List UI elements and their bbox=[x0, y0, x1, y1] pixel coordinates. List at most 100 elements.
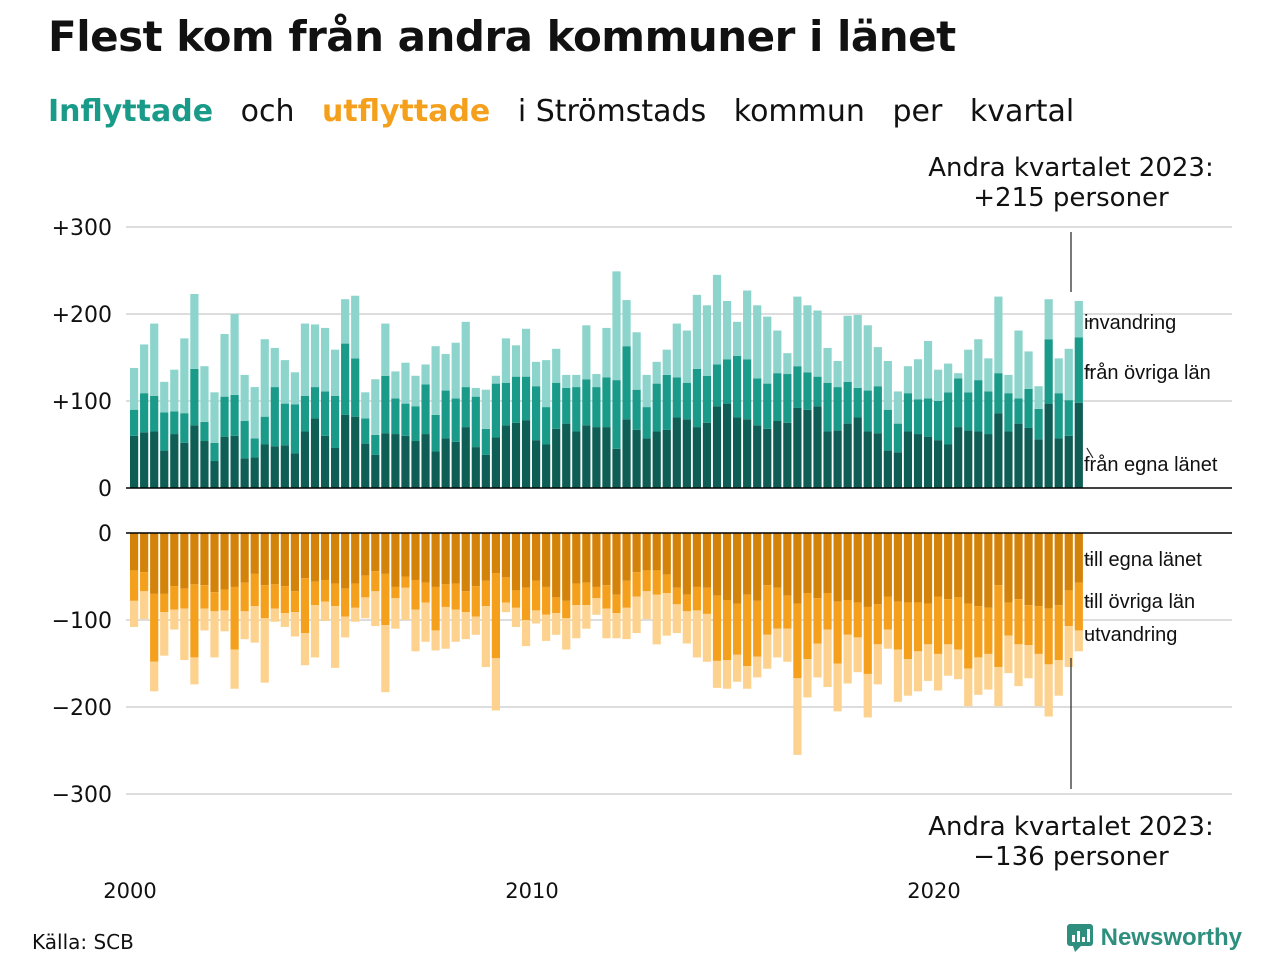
bar-outflow-segment bbox=[843, 599, 852, 635]
series-label: invandring bbox=[1084, 312, 1176, 334]
bar-outflow-segment bbox=[873, 604, 882, 645]
bar-inflow-segment bbox=[642, 407, 651, 439]
bar-inflow-segment bbox=[361, 443, 370, 488]
bar-outflow-segment bbox=[421, 533, 430, 583]
bar-inflow-segment bbox=[692, 368, 701, 428]
bar-inflow-segment bbox=[331, 395, 340, 448]
bar-inflow-segment bbox=[310, 418, 320, 488]
bar-outflow-segment bbox=[552, 597, 561, 614]
bar-outflow-segment bbox=[642, 533, 651, 571]
chart-title: Flest kom från andra kommuner i länet bbox=[48, 12, 956, 61]
annotation-outflow-line1: Andra kvartalet 2023: bbox=[928, 812, 1213, 842]
bar-inflow-segment bbox=[913, 359, 923, 400]
bar-inflow-segment bbox=[873, 433, 882, 488]
bar-inflow-segment bbox=[642, 438, 651, 488]
bar-inflow-segment bbox=[481, 389, 490, 429]
bar-inflow-segment bbox=[702, 375, 712, 423]
bar-inflow-segment bbox=[934, 401, 943, 441]
bar-inflow-segment bbox=[562, 387, 571, 424]
bar-inflow-segment bbox=[320, 435, 330, 488]
bar-inflow-segment bbox=[341, 299, 350, 344]
bar-outflow-segment bbox=[501, 577, 511, 603]
bar-inflow-segment bbox=[431, 346, 440, 415]
bar-outflow-segment bbox=[813, 643, 822, 678]
bar-outflow-segment bbox=[140, 572, 149, 592]
bar-inflow-segment bbox=[240, 421, 249, 459]
bar-inflow-segment bbox=[1074, 337, 1083, 403]
bar-inflow-segment bbox=[220, 334, 229, 397]
bar-inflow-segment bbox=[612, 380, 621, 449]
bar-inflow-segment bbox=[341, 414, 350, 488]
bar-inflow-segment bbox=[1014, 423, 1023, 488]
bar-inflow-segment bbox=[622, 419, 631, 488]
bar-outflow-segment bbox=[220, 610, 229, 632]
bar-inflow-segment bbox=[491, 437, 500, 488]
bar-outflow-segment bbox=[863, 533, 872, 607]
bar-inflow-segment bbox=[1024, 388, 1033, 428]
bar-outflow-segment bbox=[130, 570, 139, 601]
bar-outflow-segment bbox=[803, 659, 812, 698]
bar-inflow-segment bbox=[140, 393, 149, 433]
bar-outflow-segment bbox=[843, 533, 852, 600]
bar-inflow-segment bbox=[632, 389, 641, 430]
bar-outflow-segment bbox=[150, 593, 159, 662]
bar-outflow-segment bbox=[441, 584, 450, 607]
bar-outflow-segment bbox=[230, 533, 239, 587]
bar-inflow-segment bbox=[833, 430, 842, 488]
bar-inflow-segment bbox=[944, 444, 953, 488]
bar-outflow-segment bbox=[692, 610, 701, 658]
bar-outflow-segment bbox=[220, 533, 229, 590]
bar-outflow-segment bbox=[883, 533, 892, 597]
bar-outflow-segment bbox=[753, 533, 762, 601]
bar-outflow-segment bbox=[913, 533, 923, 603]
bar-outflow-segment bbox=[351, 533, 360, 584]
bar-inflow-segment bbox=[441, 354, 450, 391]
bar-inflow-segment bbox=[672, 323, 681, 378]
bar-outflow-segment bbox=[582, 582, 591, 606]
bar-inflow-segment bbox=[662, 429, 671, 488]
bar-outflow-segment bbox=[160, 612, 169, 656]
bar-inflow-segment bbox=[160, 412, 169, 451]
bar-inflow-segment bbox=[562, 423, 571, 488]
series-label: från egna länet bbox=[1084, 454, 1218, 476]
bar-outflow-segment bbox=[1054, 533, 1063, 606]
bar-outflow-segment bbox=[431, 533, 440, 587]
bar-inflow-segment bbox=[1064, 435, 1073, 488]
bar-inflow-segment bbox=[280, 445, 289, 488]
annotation-inflow-line1: Andra kvartalet 2023: bbox=[928, 153, 1213, 183]
bar-inflow-segment bbox=[923, 340, 933, 399]
bar-outflow-segment bbox=[702, 613, 712, 662]
bar-inflow-segment bbox=[532, 440, 541, 488]
bar-inflow-segment bbox=[260, 339, 269, 417]
bar-inflow-segment bbox=[954, 373, 963, 379]
bar-inflow-segment bbox=[532, 386, 541, 441]
bar-outflow-segment bbox=[441, 533, 450, 585]
bar-inflow-segment bbox=[733, 355, 742, 418]
bar-outflow-segment bbox=[1024, 645, 1033, 679]
bar-outflow-segment bbox=[491, 573, 500, 659]
bar-outflow-segment bbox=[391, 533, 400, 587]
bar-inflow-segment bbox=[381, 375, 390, 434]
bar-inflow-segment bbox=[150, 431, 159, 488]
bar-outflow-segment bbox=[461, 533, 470, 592]
bar-outflow-segment bbox=[421, 582, 430, 603]
bar-inflow-segment bbox=[783, 374, 792, 423]
bar-inflow-segment bbox=[843, 423, 852, 488]
bar-outflow-segment bbox=[733, 603, 742, 655]
bar-outflow-segment bbox=[913, 602, 923, 652]
bar-outflow-segment bbox=[250, 573, 259, 607]
bar-inflow-segment bbox=[602, 377, 611, 428]
bar-inflow-segment bbox=[753, 425, 762, 488]
bar-outflow-segment bbox=[763, 634, 772, 669]
bar-inflow-segment bbox=[411, 406, 420, 442]
bar-outflow-segment bbox=[471, 616, 480, 635]
bar-inflow-segment bbox=[803, 305, 812, 373]
bar-inflow-segment bbox=[773, 330, 782, 374]
bar-outflow-segment bbox=[923, 533, 933, 604]
brand-name: Newsworthy bbox=[1100, 924, 1242, 951]
bar-inflow-segment bbox=[411, 375, 420, 407]
bar-inflow-segment bbox=[1054, 358, 1063, 394]
bar-outflow-segment bbox=[964, 668, 973, 707]
bar-inflow-segment bbox=[220, 396, 229, 437]
axes bbox=[126, 487, 1232, 534]
